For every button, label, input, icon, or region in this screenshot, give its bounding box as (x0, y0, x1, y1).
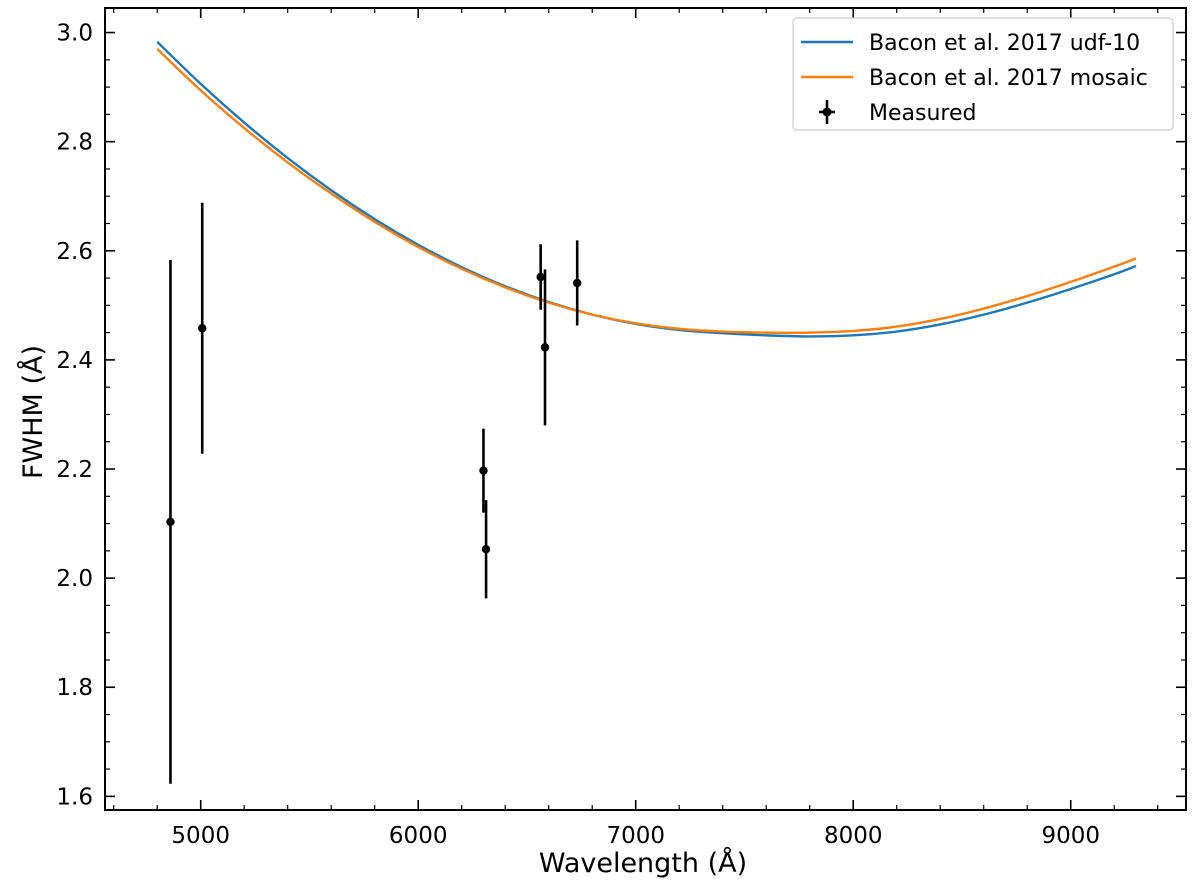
y-tick-label: 2.8 (56, 130, 93, 156)
y-tick-label: 2.4 (56, 348, 93, 374)
y-axis-label: FWHM (Å) (17, 345, 49, 479)
legend-box (792, 17, 1174, 131)
data-point (536, 272, 545, 282)
x-tick-label: 5000 (171, 823, 230, 849)
axes-frame (104, 7, 1187, 811)
data-point (198, 324, 207, 333)
series-line-1 (156, 48, 1137, 334)
chart-marks (156, 40, 1137, 784)
x-tick-label: 7000 (606, 823, 665, 849)
x-tick-label: 9000 (1041, 823, 1100, 849)
data-point (479, 466, 488, 475)
y-tick-label: 1.8 (56, 675, 93, 701)
data-point (481, 545, 491, 554)
x-axis-label: Wavelength (Å) (539, 847, 747, 879)
y-tick-label: 2.0 (56, 566, 93, 592)
legend-label: Measured (869, 101, 976, 126)
y-tick-label: 2.2 (56, 457, 93, 483)
data-point (540, 343, 550, 352)
data-point (573, 278, 582, 288)
x-tick-label: 8000 (824, 823, 883, 849)
legend-label: Bacon et al. 2017 mosaic (869, 66, 1148, 91)
y-tick-label: 3.0 (56, 21, 93, 47)
legend-swatch-point (822, 107, 832, 117)
y-tick-label: 1.6 (56, 784, 93, 810)
axis-ticks: 5000 6000 7000 8000 9000 1.6 1.8 2.0 2.2 2.4 2.6 2.… (56, 8, 1186, 849)
legend: Bacon et al. 2017 udf-10 Bacon et al. 201… (792, 17, 1174, 131)
plot-area (104, 7, 1187, 811)
y-tick-label: 2.6 (56, 239, 93, 265)
x-tick-label: 6000 (389, 823, 448, 849)
data-point (166, 517, 175, 527)
legend-label: Bacon et al. 2017 udf-10 (869, 31, 1140, 56)
